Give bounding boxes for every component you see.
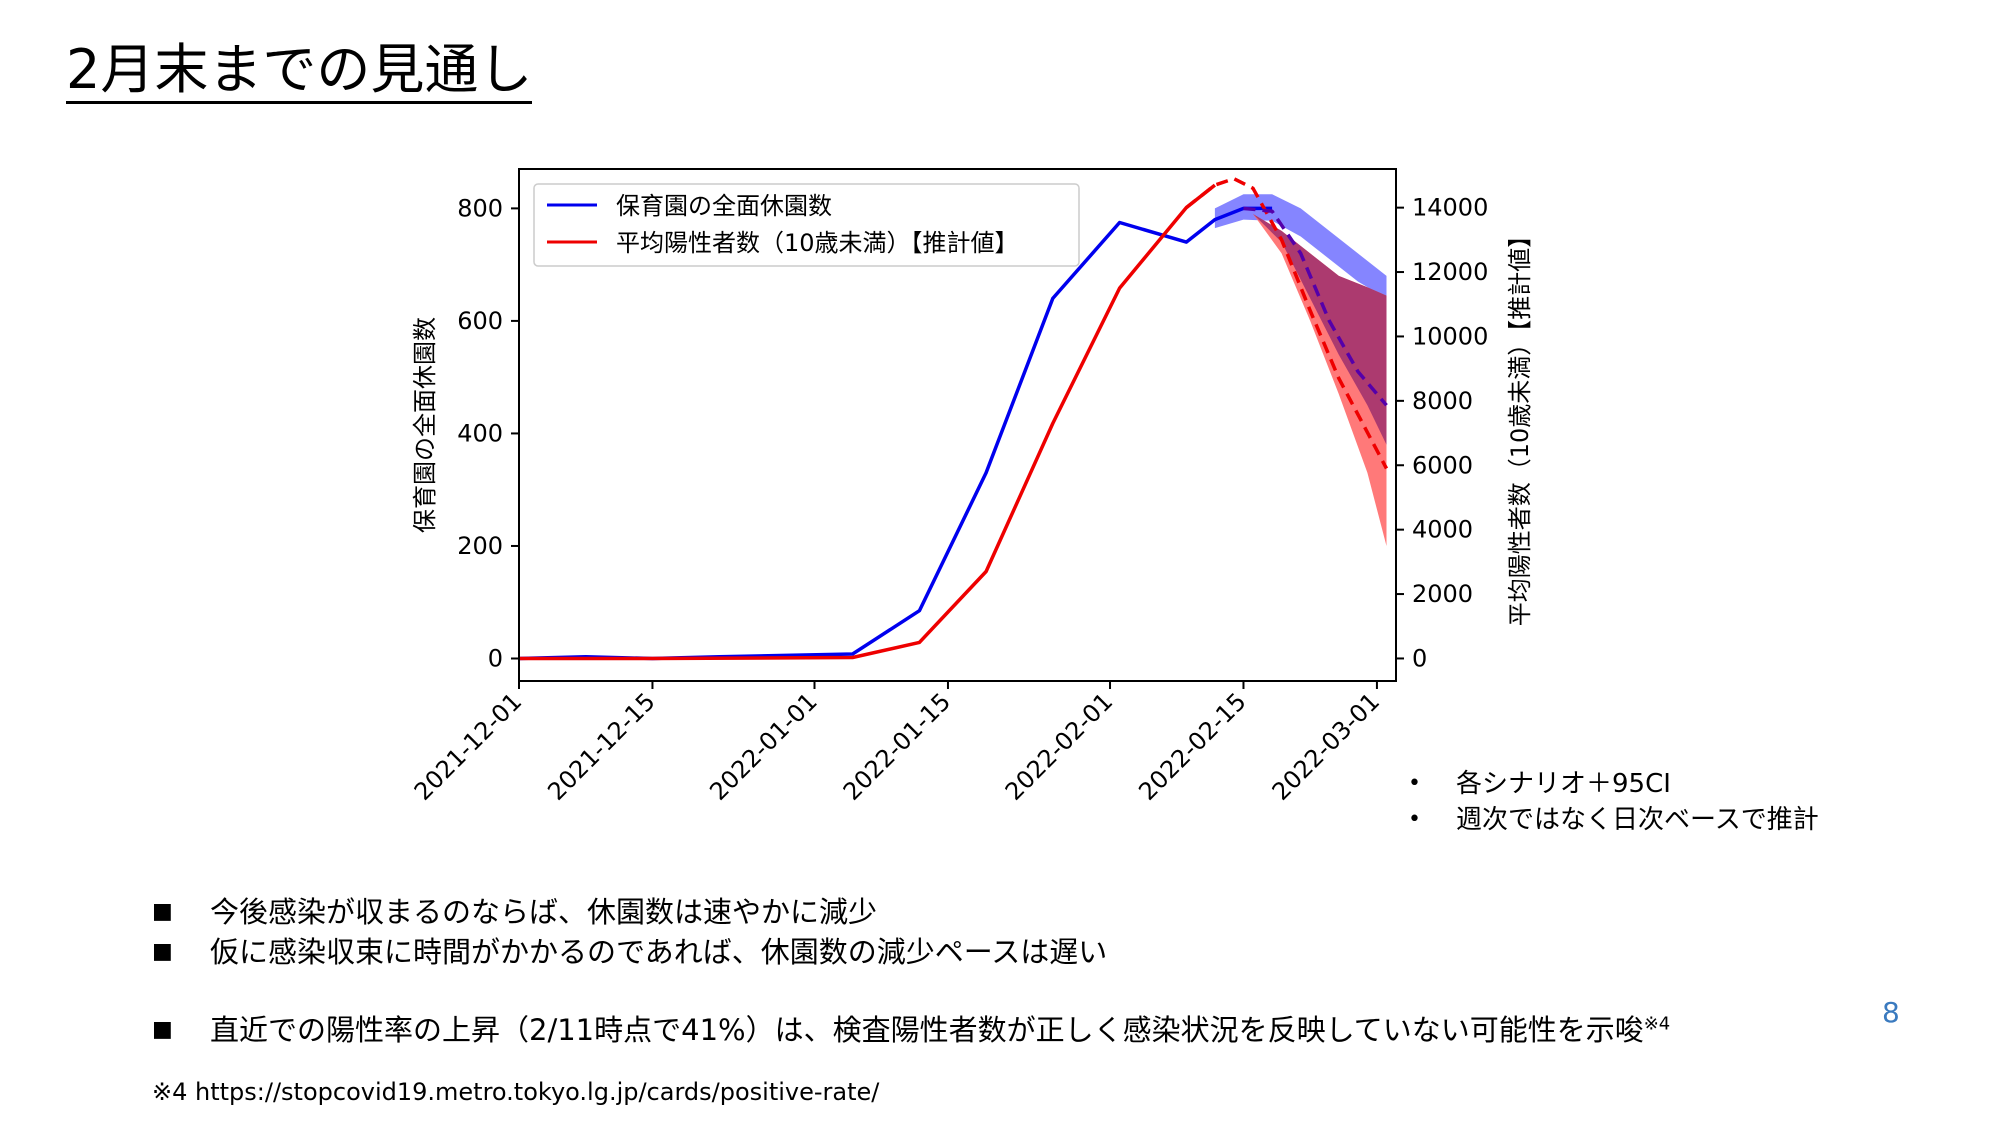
confidence-bands — [1214, 194, 1387, 546]
footnote-ref: ※4 — [1643, 1013, 1671, 1035]
legend-box — [533, 183, 1080, 267]
chart-notes: 各シナリオ＋95CI 週次ではなく日次ベースで推計 — [1408, 766, 1819, 838]
bullet-item: 今後感染が収まるのならば、休園数は速やかに減少 — [152, 892, 1670, 932]
footnote: ※4 https://stopcovid19.metro.tokyo.lg.jp… — [152, 1078, 880, 1106]
bullet-text: 直近での陽性率の上昇（2/11時点で41%）は、検査陽性者数が正しく感染状況を反… — [210, 1013, 1644, 1047]
x-tick-label: 2022-02-01 — [1000, 687, 1118, 805]
note-item: 週次ではなく日次ベースで推計 — [1408, 802, 1819, 838]
bullet-item: 直近での陽性率の上昇（2/11時点で41%）は、検査陽性者数が正しく感染状況を反… — [152, 1010, 1670, 1050]
y-right-tick-label: 4000 — [1412, 516, 1473, 544]
confidence-band-0 — [1214, 194, 1387, 299]
y-right-tick-label: 12000 — [1412, 258, 1488, 286]
y-right-tick-label: 8000 — [1412, 387, 1473, 415]
series-line-1 — [519, 183, 1216, 661]
y-left-tick-label: 0 — [488, 644, 503, 672]
bullet-text: 今後感染が収まるのならば、休園数は速やかに減少 — [210, 895, 878, 929]
legend: 保育園の全面休園数 平均陽性者数（10歳未満）【推計値】 — [533, 183, 1080, 267]
x-tick-label: 2022-01-15 — [838, 687, 956, 805]
y-left-tick-label: 400 — [457, 419, 503, 447]
x-tick-label: 2021-12-15 — [542, 687, 660, 805]
y-left-tick-label: 600 — [457, 307, 503, 335]
x-tick-label: 2022-03-01 — [1267, 687, 1385, 805]
series-line-0 — [518, 206, 1273, 661]
legend-label-positives: 平均陽性者数（10歳未満）【推計値】 — [616, 229, 1019, 257]
y-right-axis-label: 平均陽性者数（10歳未満）【推計値】 — [1506, 224, 1534, 627]
page-number: 8 — [1882, 996, 1900, 1029]
y-right-tick-label: 0 — [1412, 644, 1427, 672]
series-line-2 — [1185, 176, 1389, 470]
x-tick-label: 2021-12-01 — [409, 687, 527, 805]
y-right-tick-label: 6000 — [1412, 451, 1473, 479]
y-right-tick-label: 2000 — [1412, 580, 1473, 608]
y-right-tick-label: 10000 — [1412, 322, 1488, 350]
y-left-tick-label: 800 — [457, 194, 503, 222]
x-tick-label: 2022-01-01 — [704, 687, 822, 805]
plot-frame — [518, 168, 1397, 682]
y-left-tick-label: 200 — [457, 532, 503, 560]
bullet-text: 仮に感染収束に時間がかかるのであれば、休園数の減少ペースは遅い — [210, 935, 1108, 969]
y-right-tick-label: 14000 — [1412, 194, 1488, 222]
note-item: 各シナリオ＋95CI — [1408, 766, 1819, 802]
bullet-list: 今後感染が収まるのならば、休園数は速やかに減少 仮に感染収束に時間がかかるのであ… — [152, 892, 1670, 1050]
y-left-axis-label: 保育園の全面休園数 — [411, 317, 439, 533]
bullet-item: 仮に感染収束に時間がかかるのであれば、休園数の減少ペースは遅い — [152, 932, 1670, 972]
slide-title: 2月末までの見通し — [66, 40, 533, 105]
series-line-3 — [1243, 206, 1388, 407]
legend-label-closures: 保育園の全面休園数 — [616, 192, 832, 220]
x-tick-label: 2022-02-15 — [1133, 687, 1251, 805]
confidence-band-2 — [1253, 214, 1387, 445]
series-lines — [518, 176, 1389, 661]
